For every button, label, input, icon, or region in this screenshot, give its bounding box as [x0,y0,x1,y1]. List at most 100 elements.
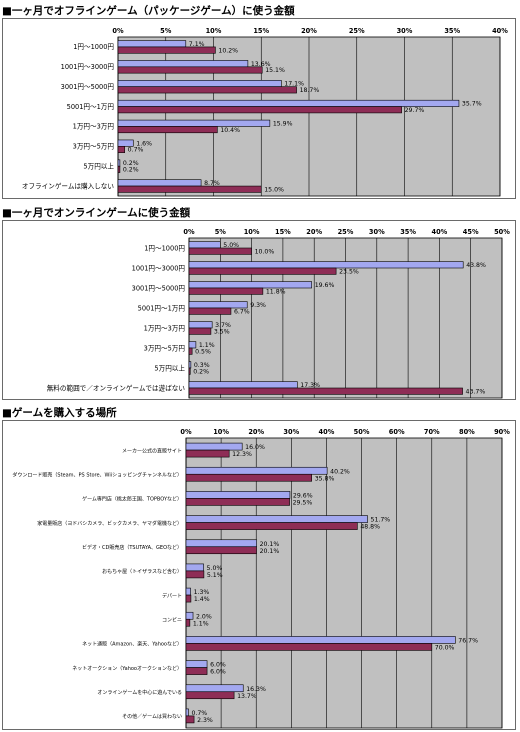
data-label: 0.2% [193,368,209,375]
data-label: 43.8% [466,262,486,269]
category-label: オフラインゲームは購入しない [22,181,115,190]
chart1-panel: 0% 5% 10% 15% 20% 25% 30% 35% 40% 1円～1000円 7.1% 10.… [2,18,516,199]
data-label: 20.1% [260,541,280,548]
x-tick-label: 25% [349,27,365,35]
bar-series2 [185,449,230,458]
bar-series2 [188,267,337,275]
bar-series1 [185,466,328,475]
data-label: 19.6% [315,282,335,289]
x-tick-label: 60% [389,428,405,436]
data-label: 5.0% [223,242,239,249]
bar-series2 [117,46,216,54]
bar-series2 [185,522,358,530]
bar-series2 [185,618,191,627]
bar-series1 [188,361,192,369]
data-label: 8.7% [204,180,220,187]
bar-series2 [117,146,125,153]
chart2-title: ■一ヶ月でオンラインゲームに使う金額 [2,207,191,219]
data-label: 10.0% [255,248,275,255]
bar-series1 [185,587,191,596]
bar-series2 [185,546,257,555]
data-label: 20.1% [260,548,280,555]
bar-series2 [185,715,195,724]
data-label: 1.6% [136,140,152,147]
data-label: 10.4% [220,127,240,134]
data-label: 12.3% [232,451,252,458]
data-label: 6.7% [234,308,250,315]
data-label: 1.3% [194,589,210,596]
data-label: 13.6% [251,61,271,68]
bar-series1 [188,341,197,349]
data-label: 29.6% [293,492,313,499]
category-label: デパート [162,592,182,599]
x-tick-label: 10% [206,27,222,35]
category-label: 3001円～5000円 [132,284,186,292]
x-tick-label: 5% [160,27,172,35]
category-label: 1円～1000円 [144,244,185,252]
x-tick-label: 30% [397,27,413,35]
bar-series2 [188,247,252,255]
bar-series1 [185,515,368,523]
category-label: 5万円以上 [154,363,185,372]
bar-series2 [185,643,433,651]
plot-border [117,36,501,197]
bar-series2 [117,86,297,94]
x-tick-label: 30% [283,428,299,436]
bar-series1 [185,684,244,693]
bar-series2 [188,387,463,395]
data-label: 17.1% [284,81,304,88]
bar-series2 [117,165,121,173]
bar-series1 [117,139,134,147]
bar-series1 [117,80,282,87]
x-tick-label: 45% [463,228,479,236]
category-label: おもちゃ屋（トイザラスなど含む） [102,568,182,575]
category-label: 3万円～5万円 [73,143,115,151]
category-label: 1万円～3万円 [73,123,115,131]
x-tick-label: 5% [215,228,227,236]
bar-series1 [117,40,187,48]
plot-border [185,437,503,729]
data-label: 15.9% [273,120,293,127]
data-label: 3.5% [214,328,230,335]
x-tick-label: 20% [306,228,322,236]
x-tick-label: 20% [301,27,317,35]
data-label: 29.7% [405,107,425,114]
data-label: 5.0% [207,565,223,572]
data-label: 23.5% [339,268,359,275]
bar-series1 [185,442,243,451]
x-tick-label: 80% [459,428,475,436]
category-label: 5001円～1万円 [138,304,186,312]
data-label: 9.3% [250,302,266,309]
bar-series2 [188,307,232,315]
category-label: 無料の範囲で／オンラインゲームでは遊ばない [47,383,186,392]
bar-series1 [188,241,221,249]
x-tick-label: 30% [369,228,385,236]
bar-series1 [185,539,257,548]
data-label: 35.7% [462,101,482,108]
x-tick-label: 50% [494,228,510,236]
bar-series2 [185,473,312,482]
data-label: 6.0% [210,669,226,676]
category-label: 5万円以上 [83,161,114,170]
category-label: その他／ゲームは買わない [122,713,182,720]
category-label: オンラインゲームを中心に遊んでいる [97,689,182,696]
bar-series2 [185,667,208,675]
x-tick-label: 35% [444,27,460,35]
bar-series1 [188,321,213,329]
bar-series2 [188,367,191,375]
category-label: ビデオ・CD販売店（TSUTAYA、GEOなど） [82,544,182,551]
bar-series2 [185,498,290,506]
bar-series1 [188,301,248,309]
data-label: 5.1% [207,572,223,579]
x-tick-label: 0% [183,228,195,236]
x-tick-label: 0% [112,27,124,35]
x-tick-label: 40% [432,228,448,236]
bar-series1 [188,261,464,269]
category-label: 家電量販店（ヨドバシカメラ、ビックカメラ、ヤマダ電機など） [37,520,182,527]
data-label: 43.7% [466,388,486,395]
bar-series2 [117,126,218,134]
bar-series2 [185,691,235,700]
chart3-title: ■ゲームを購入する場所 [2,407,117,419]
data-label: 13.7% [237,693,257,700]
x-tick-label: 35% [400,228,416,236]
